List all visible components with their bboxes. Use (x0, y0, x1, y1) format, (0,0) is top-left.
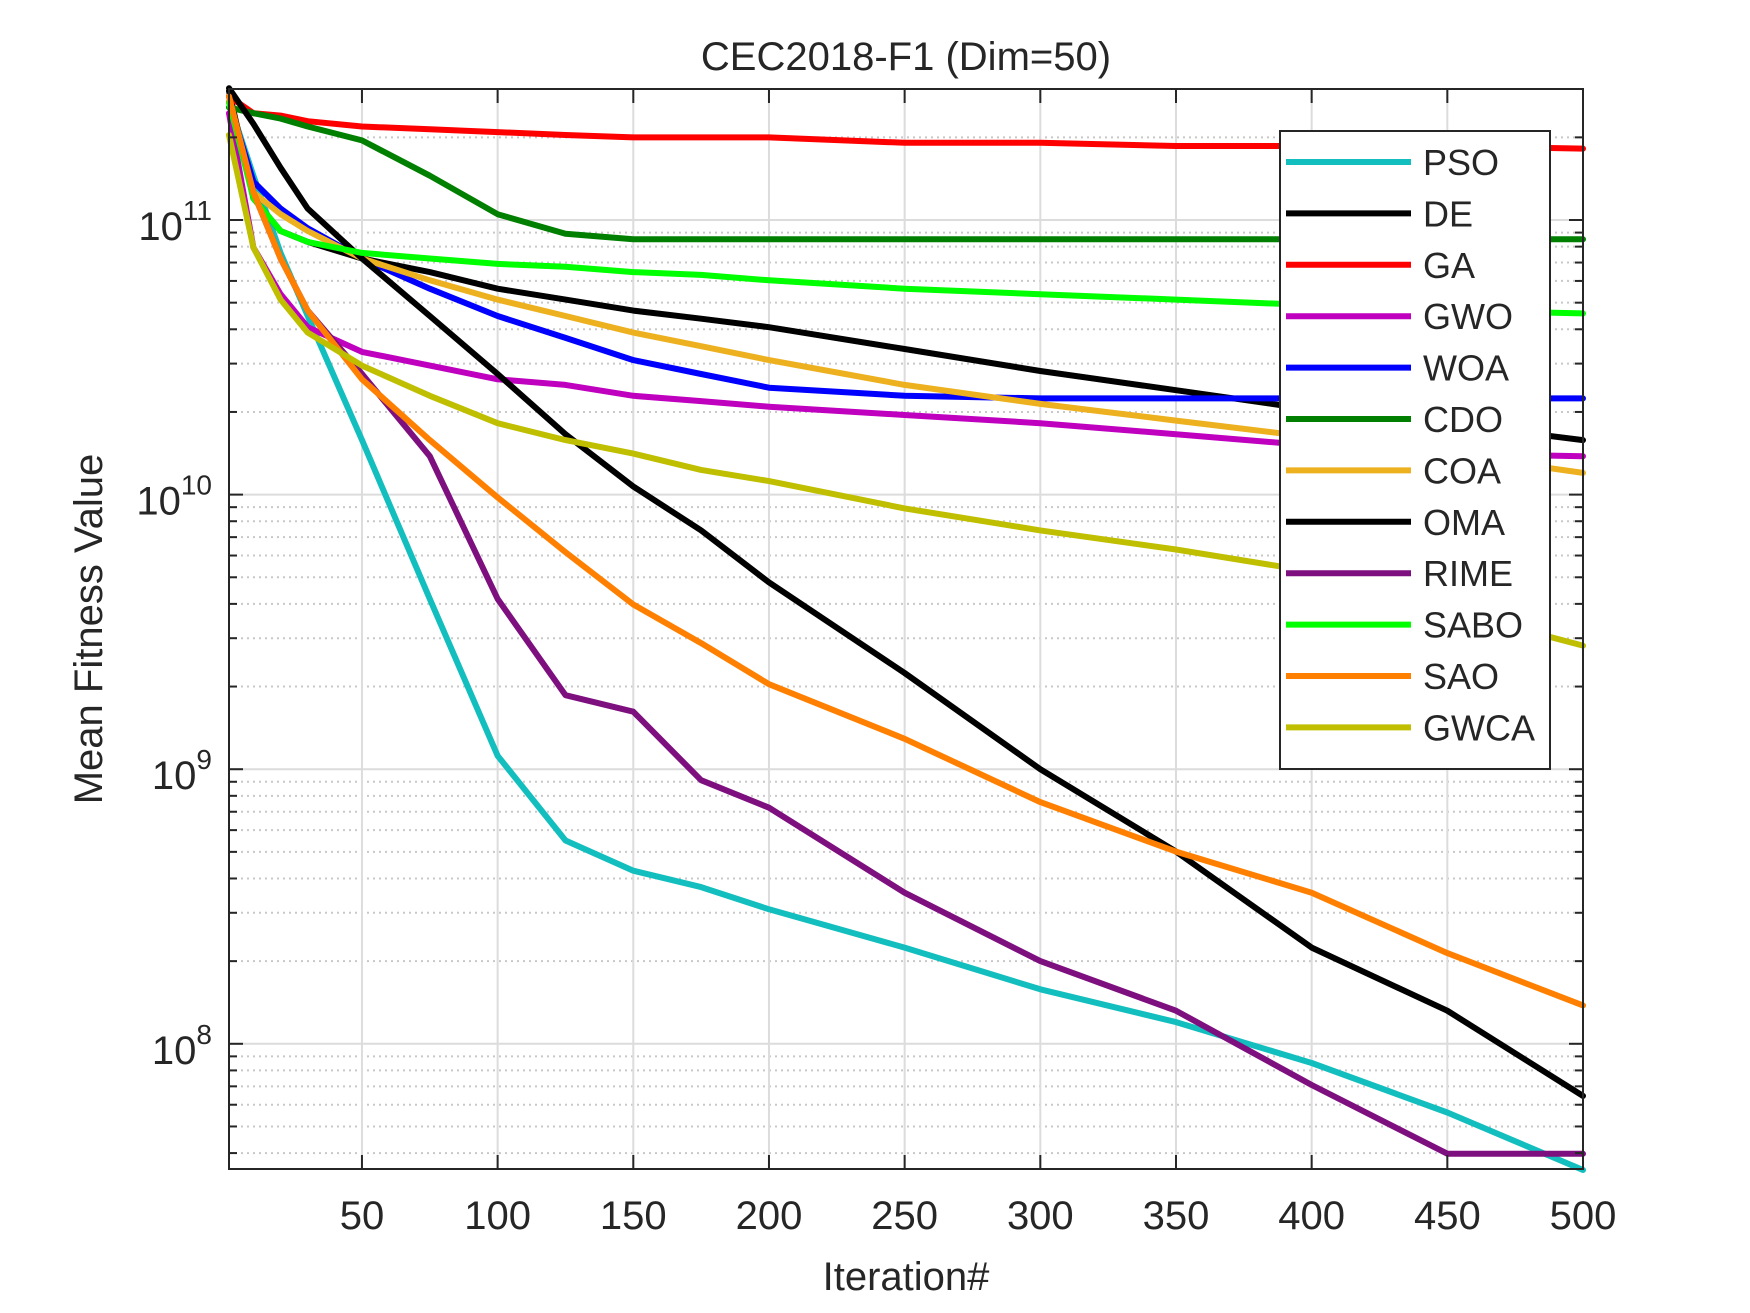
legend-label: WOA (1423, 348, 1509, 389)
legend-item-coa: COA (1286, 450, 1501, 491)
y-tick-label: 109 (152, 744, 212, 798)
series-line-ga (226, 93, 1586, 152)
series-line-cdo (226, 104, 1586, 243)
y-tick-label: 1011 (138, 195, 212, 249)
y-tick-base: 10 (138, 205, 183, 249)
y-tick-base: 10 (152, 1029, 197, 1073)
series-line-oma (226, 85, 1586, 1099)
legend-label: GWCA (1423, 707, 1535, 748)
y-tick-label: 108 (152, 1019, 212, 1073)
legend-label: COA (1423, 450, 1501, 491)
x-tick-label: 450 (1414, 1194, 1481, 1238)
legend-label: SABO (1423, 605, 1523, 646)
chart-title: CEC2018-F1 (Dim=50) (701, 35, 1111, 79)
legend-label: PSO (1423, 142, 1499, 183)
series-line-coa (226, 99, 1586, 476)
y-tick-exponent: 8 (196, 1019, 212, 1050)
legend-label: DE (1423, 193, 1473, 234)
legend-item-gwca: GWCA (1286, 707, 1535, 748)
x-tick-label: 300 (1007, 1194, 1074, 1238)
legend-label: OMA (1423, 502, 1505, 543)
y-tick-exponent: 9 (196, 744, 212, 775)
legend-item-oma: OMA (1286, 502, 1505, 543)
legend-item-rime: RIME (1286, 553, 1513, 594)
y-tick-base: 10 (136, 480, 181, 524)
legend-item-de: DE (1286, 193, 1473, 234)
legend-item-ga: GA (1286, 245, 1475, 286)
series-line-woa (226, 99, 1586, 402)
x-tick-label: 200 (736, 1194, 803, 1238)
x-tick-label: 250 (871, 1194, 938, 1238)
x-tick-label: 100 (464, 1194, 531, 1238)
series-line-gwo (226, 110, 1586, 460)
series-lines (226, 85, 1586, 1173)
y-tick-label: 1010 (136, 470, 212, 524)
legend-label: RIME (1423, 553, 1513, 594)
legend-item-gwo: GWO (1286, 296, 1513, 337)
y-tick-exponent: 11 (183, 195, 212, 226)
series-line-sabo (226, 99, 1586, 317)
legend-item-pso: PSO (1286, 142, 1499, 183)
plot-frame (228, 88, 1584, 1170)
y-axis-label: Mean Fitness Value (67, 454, 111, 805)
legend-item-woa: WOA (1286, 348, 1509, 389)
x-tick-label: 400 (1278, 1194, 1345, 1238)
legend-label: SAO (1423, 656, 1499, 697)
legend-item-sabo: SABO (1286, 605, 1523, 646)
series-line-gwca (226, 132, 1586, 649)
legend-label: GWO (1423, 296, 1513, 337)
legend-label: CDO (1423, 399, 1503, 440)
x-tick-label: 350 (1143, 1194, 1210, 1238)
y-tick-exponent: 10 (181, 470, 212, 501)
legend-box (1279, 130, 1551, 770)
x-tick-label: 150 (600, 1194, 667, 1238)
x-tick-label: 500 (1550, 1194, 1617, 1238)
series-line-sao (226, 93, 1586, 1009)
x-axis-label: Iteration# (823, 1255, 991, 1299)
legend-item-cdo: CDO (1286, 399, 1503, 440)
y-tick-base: 10 (152, 754, 197, 798)
x-tick-label: 50 (340, 1194, 385, 1238)
legend: PSO DE GA GWO WOA CDO COA OMA RIME SABO SAO GWCA (1279, 130, 1551, 770)
legend-label: GA (1423, 245, 1475, 286)
legend-item-sao: SAO (1286, 656, 1499, 697)
